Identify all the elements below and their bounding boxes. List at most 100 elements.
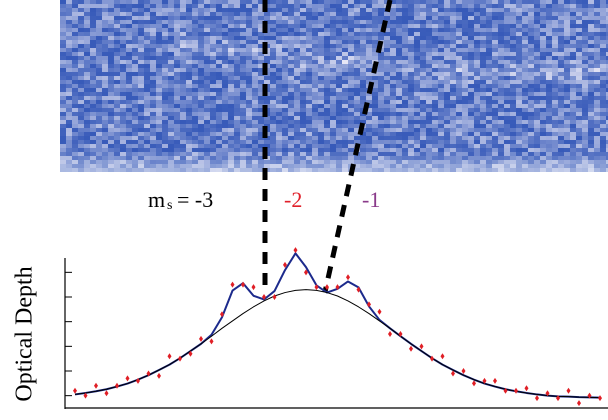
image-cell (192, 52, 198, 56)
image-cell (300, 160, 306, 164)
image-cell (342, 80, 348, 84)
image-cell (384, 160, 390, 164)
image-cell (144, 64, 150, 68)
image-cell (522, 140, 528, 144)
image-cell (162, 156, 168, 160)
image-cell (456, 152, 462, 156)
image-cell (120, 32, 126, 36)
image-cell (222, 88, 228, 92)
image-cell (372, 152, 378, 156)
image-cell (204, 84, 210, 88)
image-cell (120, 28, 126, 32)
image-cell (432, 36, 438, 40)
data-point (598, 395, 602, 402)
image-cell (318, 148, 324, 152)
image-cell (90, 120, 96, 124)
image-cell (312, 164, 318, 168)
image-cell (156, 116, 162, 120)
image-cell (306, 124, 312, 128)
image-cell (144, 104, 150, 108)
image-cell (582, 36, 588, 40)
image-cell (546, 24, 552, 28)
image-cell (282, 120, 288, 124)
image-cell (564, 88, 570, 92)
image-cell (564, 12, 570, 16)
image-cell (462, 144, 468, 148)
image-cell (384, 108, 390, 112)
image-cell (240, 68, 246, 72)
image-cell (444, 168, 450, 172)
image-cell (552, 104, 558, 108)
image-cell (414, 84, 420, 88)
image-cell (114, 52, 120, 56)
image-cell (522, 48, 528, 52)
image-cell (234, 124, 240, 128)
image-cell (546, 4, 552, 8)
image-cell (96, 12, 102, 16)
image-cell (234, 164, 240, 168)
image-cell (486, 44, 492, 48)
image-cell (354, 8, 360, 12)
image-cell (198, 64, 204, 68)
image-cell (510, 48, 516, 52)
image-cell (90, 0, 96, 4)
image-cell (276, 8, 282, 12)
image-cell (282, 84, 288, 88)
image-cell (348, 148, 354, 152)
image-cell (426, 132, 432, 136)
image-cell (456, 96, 462, 100)
image-cell (180, 84, 186, 88)
image-cell (408, 4, 414, 8)
image-cell (210, 148, 216, 152)
image-cell (492, 44, 498, 48)
image-cell (402, 152, 408, 156)
data-point (587, 392, 592, 399)
data-point (230, 281, 235, 288)
image-cell (468, 168, 474, 172)
image-cell (120, 144, 126, 148)
image-cell (228, 76, 234, 80)
image-cell (450, 156, 456, 160)
image-cell (210, 76, 216, 80)
image-cell (462, 160, 468, 164)
image-cell (84, 164, 90, 168)
image-cell (318, 104, 324, 108)
image-cell (318, 164, 324, 168)
image-cell (60, 56, 66, 60)
image-cell (582, 80, 588, 84)
image-cell (456, 24, 462, 28)
image-cell (198, 160, 204, 164)
image-cell (276, 0, 282, 4)
image-cell (282, 80, 288, 84)
image-cell (348, 48, 354, 52)
image-cell (516, 140, 522, 144)
image-cell (318, 64, 324, 68)
image-cell (396, 148, 402, 152)
image-cell (228, 52, 234, 56)
image-cell (84, 8, 90, 12)
image-cell (546, 76, 552, 80)
image-cell (288, 144, 294, 148)
image-cell (234, 56, 240, 60)
image-cell (378, 76, 384, 80)
image-cell (306, 72, 312, 76)
image-cell (546, 132, 552, 136)
image-cell (216, 0, 222, 4)
image-cell (432, 8, 438, 12)
image-cell (78, 60, 84, 64)
image-cell (486, 76, 492, 80)
data-point (493, 377, 497, 384)
image-cell (252, 140, 258, 144)
image-cell (396, 4, 402, 8)
image-cell (510, 152, 516, 156)
image-cell (492, 148, 498, 152)
image-cell (186, 88, 192, 92)
image-cell (576, 116, 582, 120)
image-cell (606, 40, 608, 44)
image-cell (330, 96, 336, 100)
image-cell (300, 168, 306, 172)
image-cell (510, 108, 516, 112)
image-cell (132, 40, 138, 44)
image-cell (360, 100, 366, 104)
image-cell (138, 116, 144, 120)
